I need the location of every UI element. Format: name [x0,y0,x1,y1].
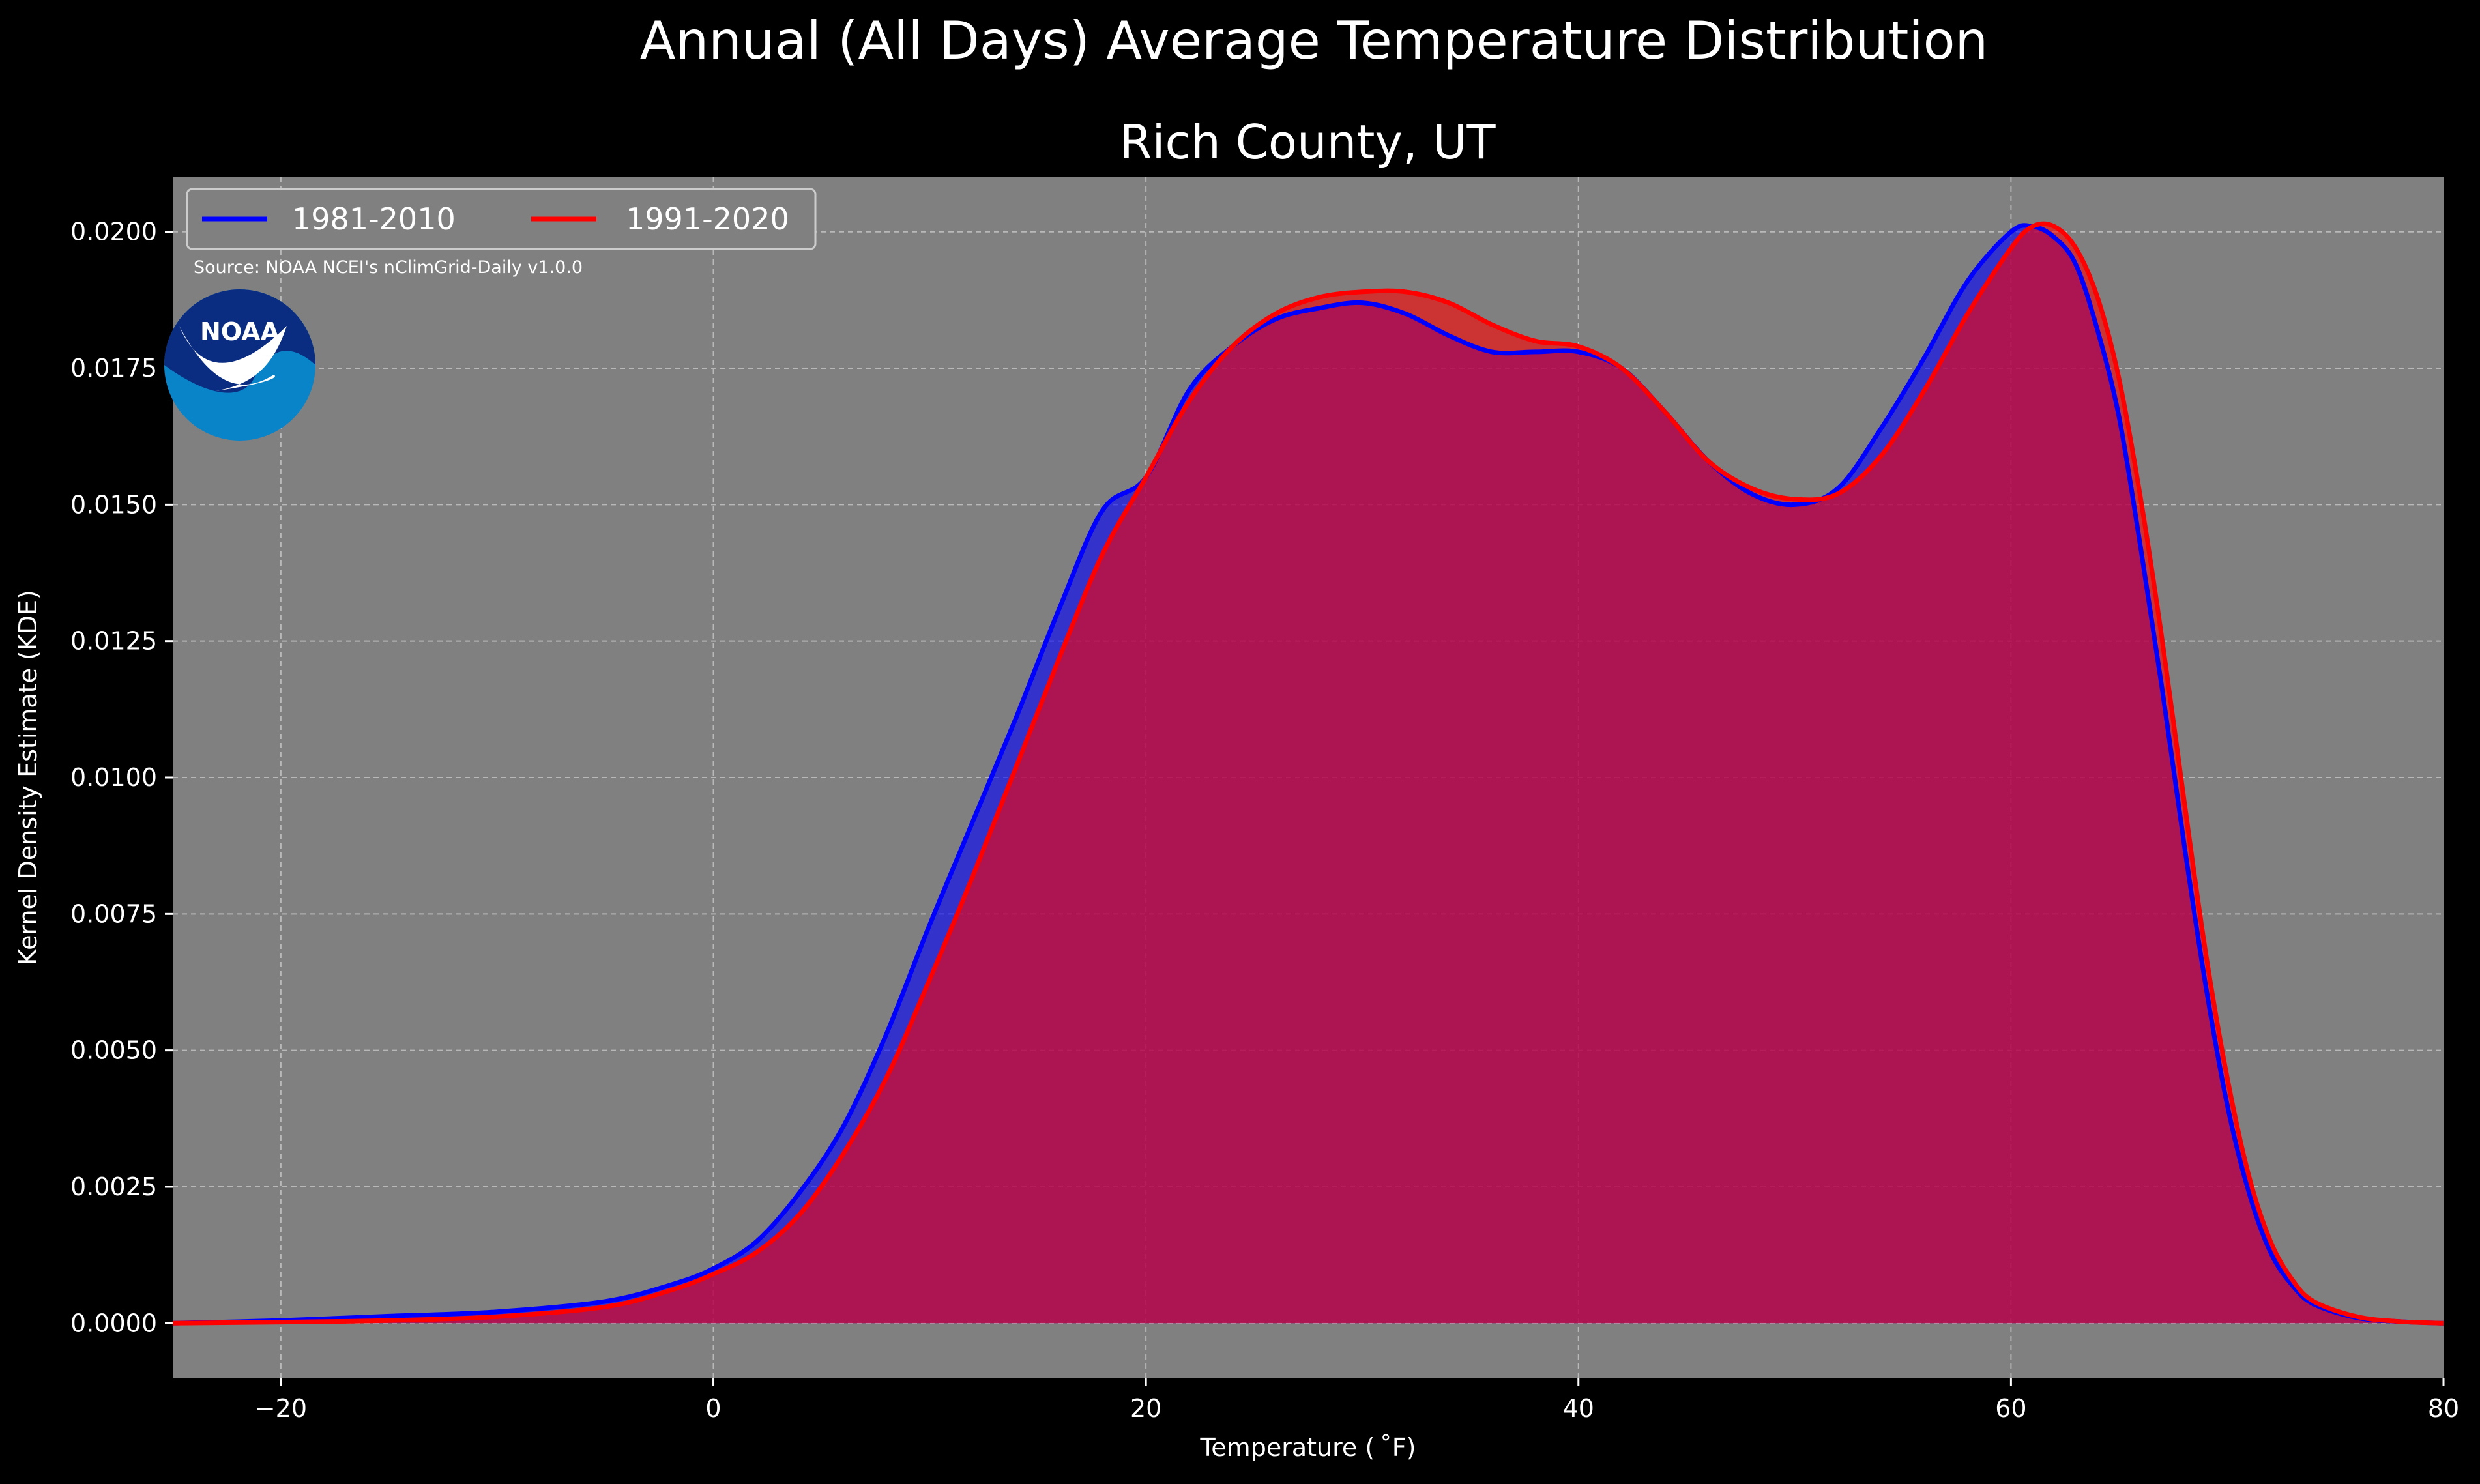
x-tick-label: −20 [255,1394,307,1423]
legend-label-1981-2010: 1981-2010 [292,201,456,237]
logo-seagull [179,326,287,391]
y-tick-label: 0.0000 [70,1309,157,1337]
y-tick-label: 0.0075 [70,899,157,928]
x-tick-label: 80 [2428,1394,2459,1423]
x-axis-label: Temperature ( ˚F) [1200,1433,1416,1462]
axis-ticks: −20 0 20 40 60 80 0.0000 0.0025 0.0050 0.0075 0.01… [70,218,2459,1423]
legend-label-1991-2020: 1991-2020 [626,201,789,237]
series-layer [172,221,2444,1326]
noaa-logo-icon: NOAA [164,289,315,441]
x-tick-label: 0 [705,1394,721,1423]
chart-title: Rich County, UT [1119,115,1496,169]
y-tick-label: 0.0025 [70,1172,157,1201]
y-axis-label: Kernel Density Estimate (KDE) [14,590,42,965]
source-note: Source: NOAA NCEI's nClimGrid-Daily v1.0… [194,257,583,278]
legend: 1981-2010 1991-2020 [186,188,817,250]
series-line-1981-2010 [172,223,2444,1326]
x-tick-label: 20 [1130,1394,1161,1423]
y-tick-label: 0.0200 [70,218,157,246]
x-tick-label: 40 [1563,1394,1594,1423]
logo-text: NOAA [200,317,280,346]
legend-box [186,188,817,250]
series-line-1991-2020 [172,221,2444,1326]
logo-top-band [164,289,315,393]
x-tick-label: 60 [1995,1394,2026,1423]
area-fill-1991-2020 [173,224,2444,1324]
y-tick-label: 0.0100 [70,763,157,792]
y-tick-label: 0.0175 [70,354,157,383]
y-tick-label: 0.0125 [70,627,157,656]
y-tick-label: 0.0050 [70,1036,157,1065]
y-tick-label: 0.0150 [70,490,157,519]
chart-suptitle: Annual (All Days) Average Temperature Di… [640,10,1988,71]
